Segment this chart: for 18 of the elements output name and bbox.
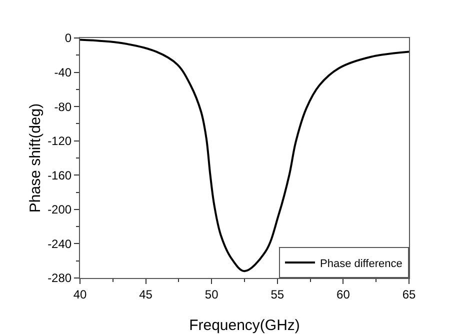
- y-tick-label: -160: [48, 168, 72, 182]
- y-tick-label: -280: [48, 271, 72, 286]
- legend-label: Phase difference: [320, 258, 402, 270]
- x-tick-label: 60: [336, 287, 350, 302]
- y-tick-label: -120: [48, 134, 72, 148]
- x-tick-label: 50: [204, 287, 219, 302]
- x-axis-title: Frequency(GHz): [189, 317, 300, 334]
- x-tick-label: 55: [270, 287, 284, 302]
- x-tick-label: 40: [73, 287, 87, 302]
- y-tick-label: -80: [54, 100, 72, 114]
- x-tick-label: 45: [139, 287, 153, 302]
- line-series: [80, 38, 409, 272]
- y-tick-label: -40: [54, 65, 72, 80]
- y-axis-title: Phase shift(deg): [27, 103, 44, 213]
- x-tick-label: 65: [402, 287, 416, 302]
- y-tick-label: 0: [64, 31, 72, 46]
- y-tick-label: -240: [48, 236, 72, 251]
- y-tick-label: -200: [48, 202, 72, 217]
